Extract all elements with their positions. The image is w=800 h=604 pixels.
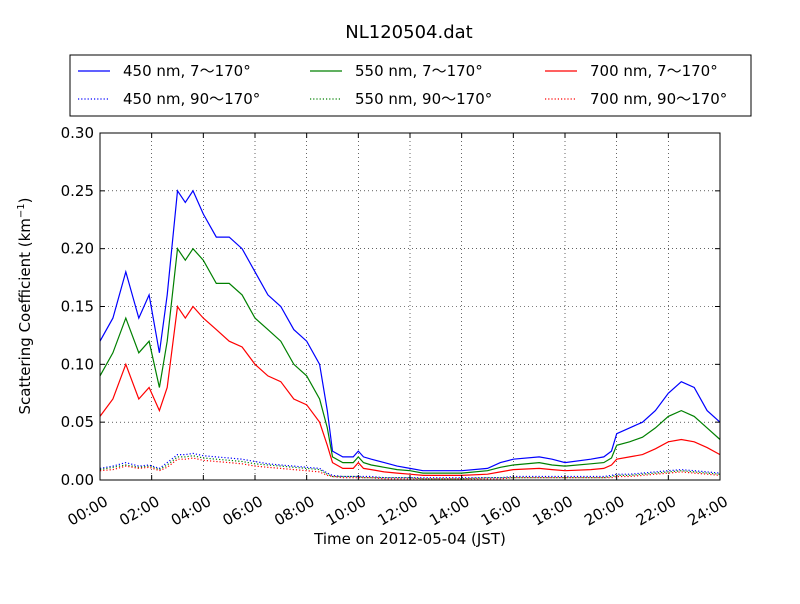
legend-label: 700 nm, 90～170° <box>590 90 727 108</box>
y-axis: 0.00 0.05 0.10 0.15 0.20 0.25 0.30 <box>61 124 720 489</box>
x-tick-label: 22:00 <box>633 492 679 529</box>
x-tick-label: 04:00 <box>168 492 214 529</box>
series-line-3 <box>99 452 721 479</box>
series-line-5 <box>99 457 721 480</box>
x-tick-label: 00:00 <box>65 492 111 529</box>
x-axis-label: Time on 2012-05-04 (JST) <box>313 530 506 548</box>
y-tick-label: 0.30 <box>61 124 94 142</box>
x-tick-label: 16:00 <box>478 492 524 529</box>
legend-label: 550 nm, 90～170° <box>355 90 492 108</box>
y-axis-label: Scattering Coefficient (km−1) <box>16 197 34 414</box>
y-tick-label: 0.25 <box>61 182 94 200</box>
y-axis-label-main: Scattering Coefficient (km <box>16 218 34 414</box>
x-tick-label: 20:00 <box>581 492 627 529</box>
x-tick-label: 06:00 <box>220 492 266 529</box>
legend-label: 550 nm, 7～170° <box>355 62 483 80</box>
y-tick-label: 0.15 <box>61 298 94 316</box>
legend-box <box>69 54 752 117</box>
x-tick-label: 10:00 <box>323 492 369 529</box>
series-line-2 <box>99 304 721 476</box>
legend-label: 450 nm, 7～170° <box>123 62 251 80</box>
series-line-4 <box>99 455 721 480</box>
legend-label: 700 nm, 7～170° <box>590 62 718 80</box>
series-line-1 <box>99 247 721 474</box>
grid <box>100 133 720 480</box>
y-axis-label-end: ) <box>16 197 34 203</box>
x-tick-label: 24:00 <box>685 492 731 529</box>
y-tick-label: 0.20 <box>61 240 94 258</box>
x-tick-label: 02:00 <box>116 492 162 529</box>
chart-title: NL120504.dat <box>345 22 472 43</box>
y-axis-label-sup: −1 <box>16 203 27 218</box>
series-line-0 <box>99 189 721 472</box>
x-tick-label: 14:00 <box>426 492 472 529</box>
y-tick-label: 0.00 <box>61 471 94 489</box>
x-tick-label: 08:00 <box>271 492 317 529</box>
legend-label: 450 nm, 90～170° <box>123 90 260 108</box>
y-tick-label: 0.05 <box>61 413 94 431</box>
legend: 450 nm, 7～170° 450 nm, 90～170° 550 nm, 7～1… <box>69 54 752 117</box>
series-layer <box>99 189 721 480</box>
x-tick-label: 12:00 <box>375 492 421 529</box>
x-tick-label: 18:00 <box>530 492 576 529</box>
y-tick-label: 0.10 <box>61 355 94 373</box>
